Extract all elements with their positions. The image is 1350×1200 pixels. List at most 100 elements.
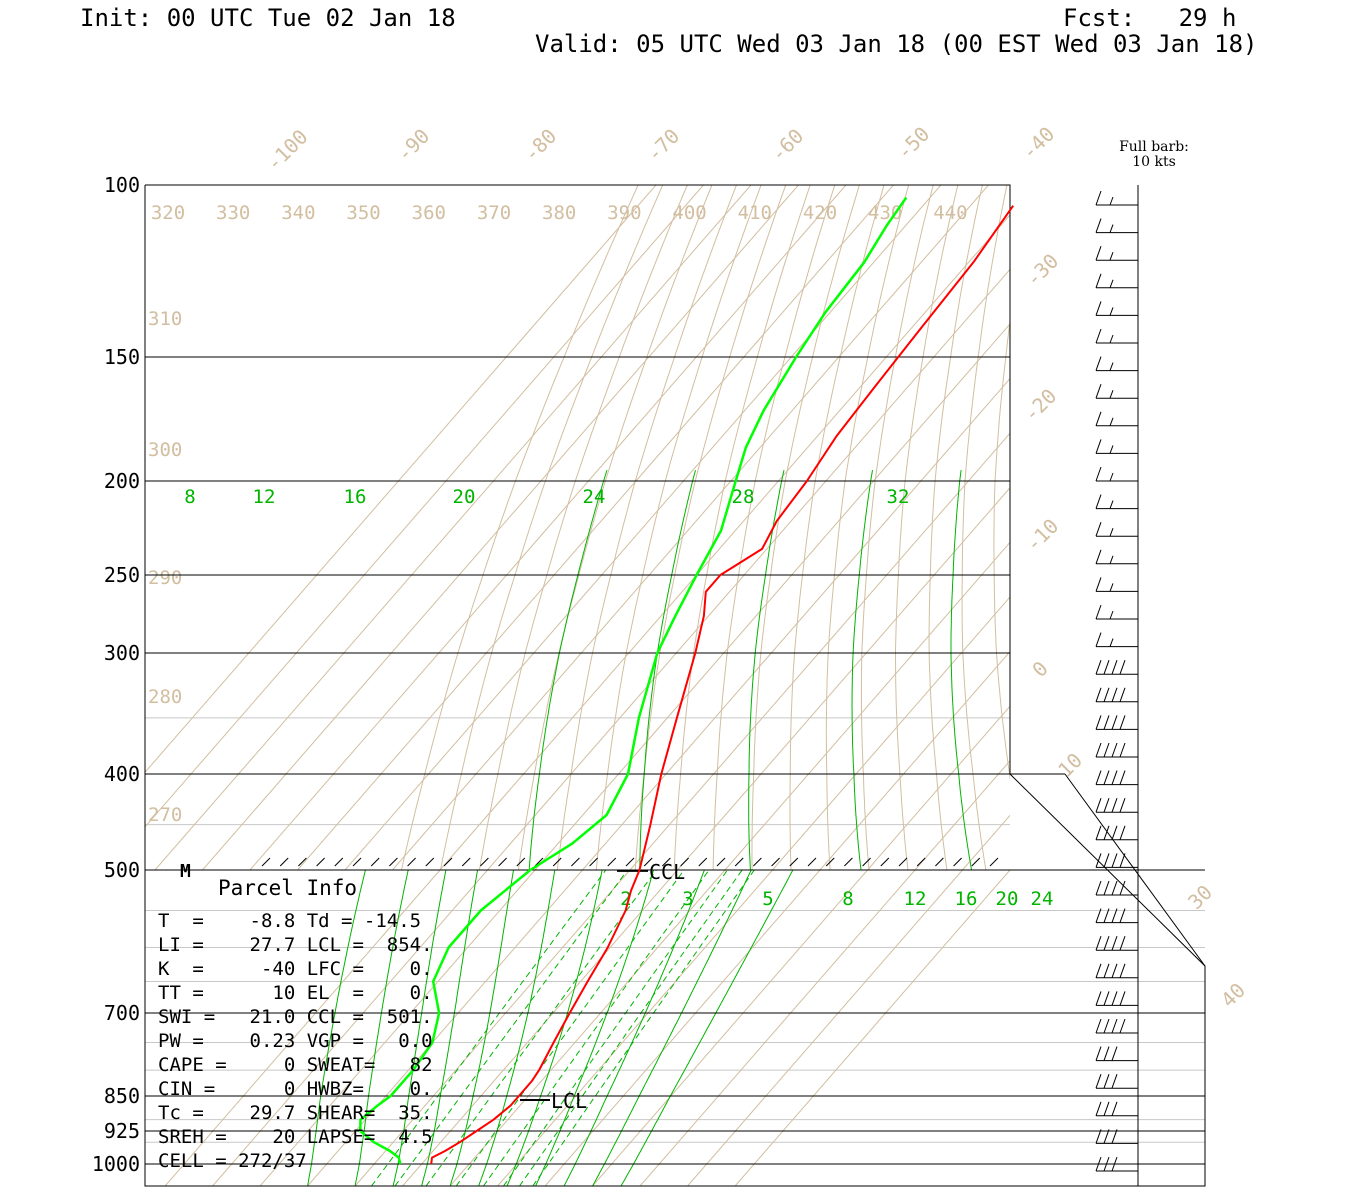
wind-barb-flag (1109, 445, 1114, 454)
wind-barb-flag (1109, 279, 1114, 288)
wind-barb-flag (1095, 936, 1102, 951)
moist-adiabat-line (748, 469, 785, 870)
theta-label: 430 (868, 202, 902, 224)
isotherm-line (534, 323, 1010, 870)
mixing-ratio-label: 5 (762, 888, 773, 910)
wind-barb-flag (1103, 1129, 1110, 1144)
wind-barb-flag (1095, 1018, 1102, 1034)
wind-barb-flag (1095, 963, 1102, 978)
wind-barb-flag (1095, 853, 1102, 868)
isotherm-label: -60 (766, 124, 809, 167)
isotherm-label: -20 (1019, 384, 1062, 427)
wind-barb-flag (1111, 1018, 1118, 1034)
moist-adiabat-line (307, 870, 366, 1186)
upper-panel-lines (145, 185, 1010, 870)
lcl-marker-label: LCL (551, 1089, 587, 1113)
isotherm-line (392, 185, 989, 870)
wind-barb-flag (1103, 1018, 1110, 1034)
mixing-ratio-label: 12 (253, 486, 276, 508)
temperature-profile (430, 205, 1015, 1165)
wind-barb-flag (1109, 334, 1114, 344)
hatch-mark (807, 857, 817, 867)
isotherm-line (544, 870, 821, 1186)
hatch-mark (571, 857, 580, 867)
mixing-ratio-label: 24 (1031, 888, 1054, 910)
wind-barb-flag (1119, 715, 1126, 730)
frame-edge (1064, 773, 1206, 967)
dry-adiabat-line (993, 317, 1010, 781)
hatch-mark (716, 857, 726, 867)
wind-barb-flag (1119, 798, 1126, 813)
wind-barb-flag (1119, 936, 1126, 951)
ccl-marker-label: CCL (649, 860, 685, 884)
isotherm-line (677, 487, 1010, 870)
mixing-ratio-line (371, 870, 607, 1186)
wind-barb-flag (1095, 798, 1102, 813)
isotherm-line (354, 870, 631, 1186)
mixing-ratio-line (455, 870, 685, 1186)
wind-barb-flag (1109, 500, 1114, 509)
mixing-ratio-label: 3 (682, 888, 693, 910)
parcel-info-row: TT = 10 EL = 0. (158, 982, 433, 1004)
theta-label: 400 (672, 202, 706, 224)
wind-barb-flag (1111, 687, 1118, 702)
hatch-mark (407, 857, 416, 867)
mixing-ratio-label: 20 (996, 888, 1019, 910)
wind-barb-flag (1103, 715, 1110, 730)
wind-barb-flag (1095, 1074, 1102, 1089)
hatch-mark (316, 857, 325, 867)
wind-barb-flag (1109, 362, 1114, 371)
isotherm-line (145, 185, 657, 774)
parcel-info-row: SWI = 21.0 CCL = 501. (158, 1006, 433, 1028)
hatch-mark (898, 857, 908, 867)
wind-barb-flag (1109, 610, 1114, 620)
wind-barb-flag (1095, 604, 1102, 620)
isotherm-label: -100 (262, 125, 313, 176)
theta-label: 410 (738, 202, 772, 224)
hatch-mark (261, 857, 271, 867)
wind-barb-flag (1111, 660, 1118, 675)
hatch-mark (844, 857, 853, 867)
mixing-ratio-label: 16 (955, 888, 978, 910)
wind-barb-flag (1095, 908, 1102, 923)
wind-barb-flag (1119, 825, 1126, 840)
pressure-tick-label: 700 (104, 1001, 140, 1025)
hatch-mark (425, 857, 435, 867)
parcel-info-row: Tc = 29.7 SHEAR= 35. (158, 1102, 433, 1124)
wind-barb-flag (1109, 528, 1114, 537)
wind-barb-flag (1111, 715, 1118, 730)
pressure-tick-label: 100 (104, 173, 140, 197)
wind-barb-flag (1095, 1101, 1102, 1116)
dry-adiabat-line (895, 185, 959, 870)
hatch-mark (734, 857, 744, 867)
moist-adiabat-line (421, 870, 479, 1186)
isotherm-line (212, 870, 488, 1186)
mixing-ratio-label: 12 (904, 888, 927, 910)
wind-barb-flag (1119, 853, 1126, 868)
hatch-mark (771, 857, 780, 867)
wind-barb-flag (1109, 555, 1114, 564)
dewpoint-profile (358, 196, 908, 1165)
wind-barb-flag (1095, 549, 1102, 564)
isotherm-label: 30 (1183, 880, 1217, 914)
wind-barb-flag (1095, 742, 1102, 758)
mixing-ratio-line (483, 870, 710, 1186)
theta-label: 420 (803, 202, 837, 224)
wind-barb-flag (1095, 218, 1102, 233)
pressure-tick-label: 925 (104, 1119, 140, 1143)
dry-adiabat-line (860, 185, 934, 870)
theta-label: 310 (148, 308, 182, 330)
dry-adiabat-line (928, 185, 983, 870)
wind-barb-flag (1109, 252, 1114, 261)
parcel-info-row: K = -40 LFC = 0. (158, 958, 433, 980)
parcel-info-title: Parcel Info (218, 876, 358, 900)
wind-barb-flag (1095, 328, 1102, 344)
hatch-mark (461, 857, 471, 867)
wind-barb-flag (1103, 825, 1110, 840)
dry-adiabat-line (673, 185, 811, 870)
isotherm-line (819, 650, 1010, 870)
hatch-mark (753, 857, 762, 867)
wind-barb-flag (1119, 880, 1126, 896)
wind-barb-flag (1095, 273, 1102, 288)
wind-barb-flag (1111, 963, 1118, 978)
